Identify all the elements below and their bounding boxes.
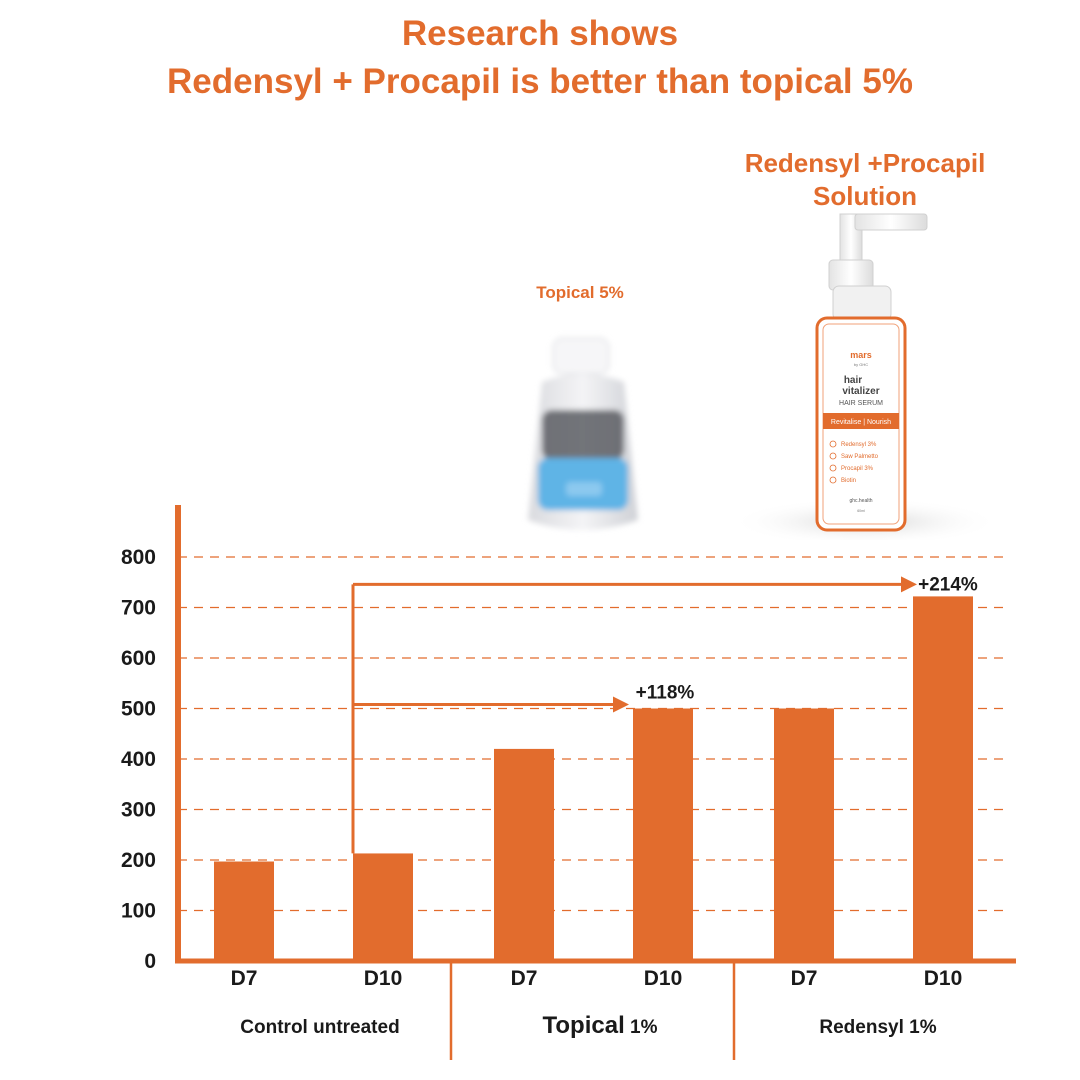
group-label-2: Topical 1%: [543, 1012, 658, 1039]
y-tick-label-700: 700: [121, 597, 156, 620]
annotation-arrowhead-2: [901, 576, 917, 593]
group-label-3: Redensyl 1%: [819, 1017, 936, 1038]
annotation-arrowhead-1: [613, 696, 629, 713]
serum-volume: 60ml: [857, 509, 865, 513]
x-tick-label-d7: D7: [231, 967, 258, 990]
annotation-label-1: +118%: [636, 683, 695, 704]
serum-maker: ghc.health: [849, 498, 872, 504]
redensyl-label-line1: Redensyl +Procapil: [744, 148, 986, 178]
group-label-suffix: 1%: [625, 1017, 658, 1038]
redensyl-serum-bottle-image: mars by GHC hair vitalizer HAIR SERUM Re…: [730, 200, 1000, 546]
annotation-label-2: +214%: [918, 574, 978, 595]
group-label-1: Control untreated: [240, 1017, 399, 1038]
chart-title-line2: Redensyl + Procapil is better than topic…: [167, 62, 913, 101]
y-tick-label-300: 300: [121, 799, 156, 822]
bars: [214, 596, 973, 961]
group-label-main: Control untreated: [240, 1017, 399, 1038]
bar-redensyl-1--d10: [913, 596, 973, 961]
serum-ingredient-2: Saw Palmetto: [841, 454, 879, 460]
y-tick-label-800: 800: [121, 546, 156, 569]
annotations: +118% +214%: [351, 574, 978, 854]
y-tick-label-200: 200: [121, 849, 156, 872]
x-axis-category-labels: D7 D10 D7 D10 D7 D10: [231, 967, 963, 990]
serum-ingredient-4: Biotin: [841, 478, 856, 484]
topical-bottle-image: [520, 330, 645, 550]
y-tick-label-0: 0: [144, 950, 156, 973]
bar-redensyl-1--d7: [774, 708, 834, 961]
x-tick-label-d10: D10: [364, 967, 403, 990]
bar-topical-d10: [633, 708, 693, 961]
x-tick-label-d7: D7: [511, 967, 538, 990]
y-tick-label-500: 500: [121, 698, 156, 721]
bar-topical-d7: [494, 748, 554, 961]
serum-tagline: Revitalise | Nourish: [831, 419, 891, 426]
gridlines: [178, 556, 1010, 912]
redensyl-label-line2: Solution: [813, 181, 917, 211]
axes: [175, 505, 1016, 1060]
y-axis-tick-labels: 0 100 200 300 400 500 600 700 800: [121, 546, 156, 973]
group-labels: Control untreated Topical 1% Redensyl 1%: [240, 1012, 936, 1039]
y-tick-label-100: 100: [121, 900, 156, 923]
serum-ingredient-3: Procapil 3%: [841, 466, 874, 472]
chart-title-line1: Research shows: [401, 14, 679, 53]
bar-control-untreated-d7: [214, 861, 274, 961]
x-tick-label-d10: D10: [644, 967, 683, 990]
serum-ingredient-1: Redensyl 3%: [841, 442, 877, 448]
bar-control-untreated-d10: [353, 853, 413, 961]
y-tick-label-400: 400: [121, 748, 156, 771]
group-label-main: Redensyl 1%: [819, 1017, 936, 1038]
serum-brand: mars: [850, 350, 872, 360]
redensyl-product-label: Redensyl +Procapil Solution: [720, 147, 1010, 213]
serum-name-line2: vitalizer: [842, 386, 879, 397]
x-tick-label-d7: D7: [791, 967, 818, 990]
group-label-main: Topical: [543, 1012, 625, 1039]
serum-name-line3: HAIR SERUM: [839, 400, 883, 407]
topical-product-label: Topical 5%: [536, 283, 624, 302]
y-tick-label-600: 600: [121, 647, 156, 670]
serum-brand-sub: by GHC: [854, 362, 868, 367]
x-tick-label-d10: D10: [924, 967, 963, 990]
serum-name-line1: hair: [844, 375, 862, 386]
